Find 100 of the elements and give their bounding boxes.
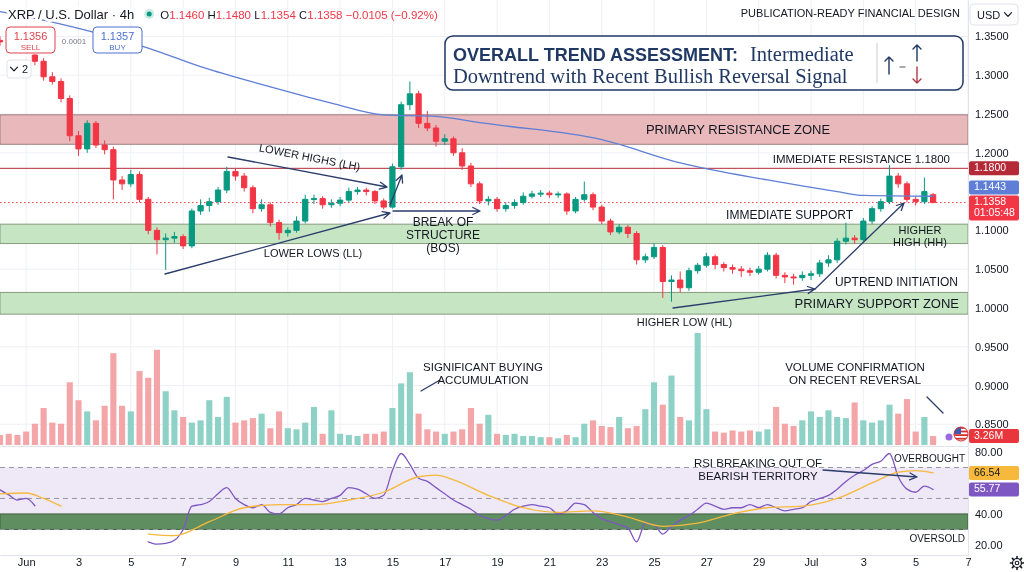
candlestick: [624, 224, 632, 239]
candlestick: [206, 197, 213, 213]
candlestick: [31, 53, 38, 66]
candlestick: [685, 267, 693, 292]
bar: [180, 417, 187, 445]
bar: [685, 420, 692, 445]
bar: [406, 372, 413, 445]
x-tick-label: 15: [386, 555, 400, 568]
candlestick: [825, 254, 832, 268]
bar: [424, 429, 431, 445]
candlestick: [49, 71, 56, 86]
candlestick: [345, 187, 352, 203]
candlestick: [738, 265, 745, 278]
bar: [511, 433, 518, 445]
bar: [467, 408, 474, 445]
annotation: SIGNIFICANT BUYING ACCUMULATION: [423, 361, 544, 386]
candlestick: [921, 177, 928, 205]
x-tick-label: 25: [648, 555, 661, 568]
candlestick: [842, 222, 850, 245]
bar: [66, 382, 73, 445]
x-tick-label: Jun: [17, 555, 36, 568]
candlestick: [424, 110, 431, 132]
candlestick: [415, 90, 422, 129]
x-tick-label: 17: [439, 555, 452, 568]
candlestick: [40, 57, 47, 82]
bar: [607, 427, 614, 445]
candlestick: [153, 226, 161, 255]
bar: [677, 417, 684, 445]
y-tick-label: 0.9500: [975, 340, 1009, 353]
candlestick: [868, 205, 876, 225]
candlestick: [432, 124, 440, 148]
candlestick: [659, 244, 666, 299]
candlestick: [537, 189, 544, 198]
ref-line-label: IMMEDIATE RESISTANCE 1.1800: [772, 153, 950, 166]
bar: [223, 396, 230, 445]
bar: [84, 411, 91, 445]
candlestick: [790, 273, 797, 286]
bar: [903, 399, 911, 445]
y-tick-label: 1.1000: [975, 224, 1009, 237]
text: 55.77: [974, 482, 1001, 495]
bar: [668, 375, 675, 445]
candlestick: [450, 136, 457, 157]
y-tick-label: 0.9000: [975, 379, 1009, 392]
bar: [581, 423, 588, 445]
bar: [241, 420, 248, 445]
candlestick: [877, 198, 884, 213]
x-tick-label: 3: [860, 555, 867, 568]
bar: [546, 437, 553, 445]
bar: [249, 418, 256, 445]
candlestick: [511, 198, 518, 210]
candlestick: [328, 198, 335, 209]
candlestick: [459, 147, 466, 171]
candlestick: [555, 191, 562, 199]
bar: [345, 434, 352, 445]
bar: [764, 429, 771, 445]
candlestick: [546, 190, 553, 199]
bar: [642, 409, 649, 445]
candlestick: [703, 252, 710, 269]
candlestick: [214, 186, 222, 206]
bar: [432, 431, 440, 445]
bar: [930, 436, 937, 445]
annotation: LOWER HIGHS (LH): [258, 141, 362, 173]
text: 01:05:48: [974, 206, 1016, 219]
candlestick: [197, 198, 204, 216]
candlestick: [746, 267, 754, 277]
bar: [284, 428, 291, 445]
bar: [807, 411, 815, 445]
candlestick: [171, 231, 178, 244]
x-tick-label: 13: [334, 555, 347, 568]
candlestick: [502, 201, 509, 213]
band-label: PRIMARY RESISTANCE ZONE: [645, 122, 831, 138]
y-tick-label: 20.00: [975, 538, 1003, 551]
x-tick-label: Jul: [804, 555, 819, 568]
bar: [371, 433, 379, 445]
bar: [476, 423, 483, 445]
candlestick: [886, 164, 893, 205]
bar: [110, 353, 117, 445]
candlestick: [92, 120, 100, 149]
bar: [834, 417, 841, 445]
text: 1.1443: [974, 180, 1007, 193]
candlestick: [354, 186, 361, 196]
bar: [188, 422, 195, 445]
bar: [712, 431, 719, 445]
candlestick: [406, 80, 413, 111]
candlestick: [642, 253, 649, 264]
annotation: VOLUME CONFIRMATION ON RECENT REVERSAL: [785, 361, 925, 386]
bar: [389, 408, 396, 445]
bar: [310, 406, 317, 445]
candlestick: [607, 218, 614, 236]
annotation: UPTREND INITIATION: [834, 275, 958, 289]
bar: [555, 438, 562, 445]
candlestick: [633, 230, 640, 265]
candlestick: [807, 270, 815, 281]
x-tick-label: 5: [913, 555, 920, 568]
candlestick: [581, 181, 588, 203]
candlestick: [136, 170, 143, 203]
bar: [572, 437, 579, 445]
candlestick: [834, 237, 841, 264]
candlestick: [118, 175, 126, 191]
x-tick-label: 27: [700, 555, 713, 568]
